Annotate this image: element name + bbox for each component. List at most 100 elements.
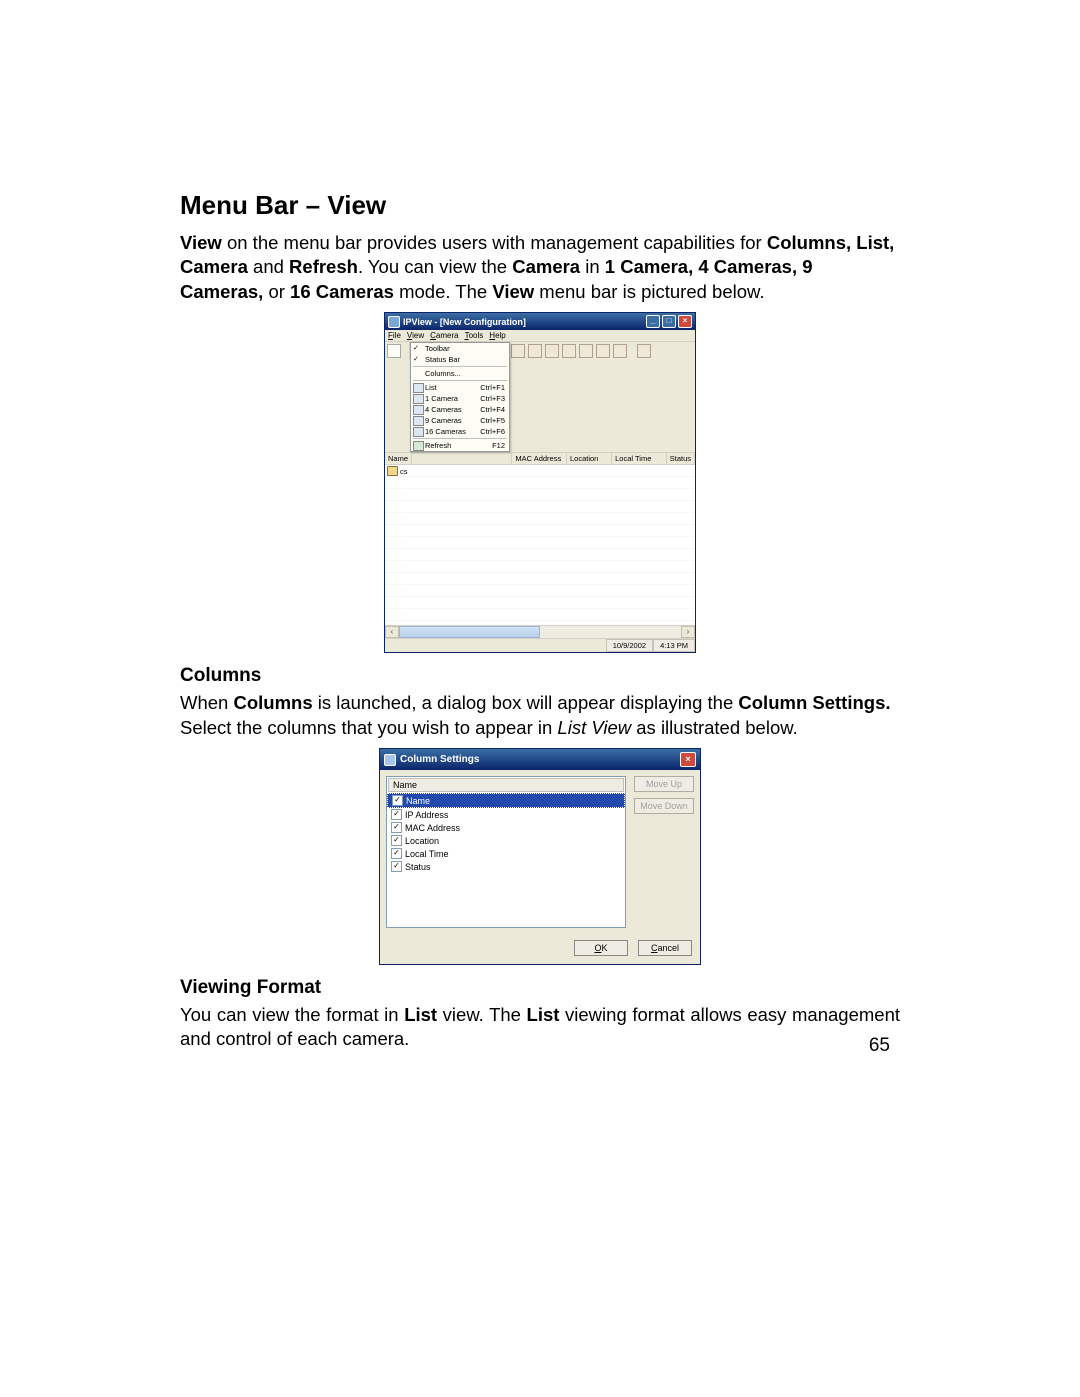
dialog-footer: OK Cancel xyxy=(380,934,700,964)
horizontal-scrollbar[interactable]: ‹ › xyxy=(385,625,695,638)
label: 16 Cameras xyxy=(425,427,466,436)
tool-icon[interactable] xyxy=(528,344,542,358)
ipview-window: IPView - [New Configuration] _ □ × File … xyxy=(384,312,696,653)
move-up-button[interactable]: Move Up xyxy=(634,776,694,792)
menu-item-9cameras[interactable]: 9 Cameras Ctrl+F5 xyxy=(411,415,509,426)
scroll-left-icon[interactable]: ‹ xyxy=(385,626,399,638)
menu-view[interactable]: View xyxy=(407,331,424,340)
text: as illustrated below. xyxy=(631,717,798,738)
list-item[interactable]: ✓ IP Address xyxy=(387,808,625,821)
menu-file[interactable]: File xyxy=(388,331,401,340)
item-label: IP Address xyxy=(405,810,448,820)
list-item[interactable]: ✓ Status xyxy=(387,860,625,873)
col-location[interactable]: Location xyxy=(567,453,612,464)
status-time: 4:13 PM xyxy=(653,639,695,652)
col-localtime[interactable]: Local Time xyxy=(612,453,667,464)
checkbox[interactable]: ✓ xyxy=(391,861,402,872)
check-icon: ✓ xyxy=(413,344,419,352)
label: Columns... xyxy=(425,369,461,378)
list-item[interactable]: ✓ Location xyxy=(387,834,625,847)
scroll-track[interactable] xyxy=(399,626,681,638)
menu-item-16cameras[interactable]: 16 Cameras Ctrl+F6 xyxy=(411,426,509,437)
list-item[interactable]: ✓ MAC Address xyxy=(387,821,625,834)
text: Columns xyxy=(233,692,312,713)
text: List xyxy=(404,1004,437,1025)
new-icon[interactable] xyxy=(387,344,401,358)
menubar: File View Camera Tools Help xyxy=(385,330,695,342)
text: View xyxy=(180,232,222,253)
menu-camera[interactable]: Camera xyxy=(430,331,458,340)
minimize-button[interactable]: _ xyxy=(646,315,660,328)
camera-icon xyxy=(387,466,398,476)
item-label: Status xyxy=(405,862,431,872)
dialog-title: Column Settings xyxy=(400,754,479,765)
check-icon: ✓ xyxy=(413,355,419,363)
col-status[interactable]: Status xyxy=(667,453,695,464)
col-mac[interactable]: MAC Address xyxy=(512,453,567,464)
label: Toolbar xyxy=(425,344,450,353)
titlebar: IPView - [New Configuration] _ □ × xyxy=(385,313,695,330)
tool-icon[interactable] xyxy=(596,344,610,358)
list-item[interactable]: ✓ Name xyxy=(387,793,625,808)
separator xyxy=(413,366,507,367)
heading-columns: Columns xyxy=(180,665,900,687)
viewing-format-paragraph: You can view the format in List view. Th… xyxy=(180,1003,900,1052)
maximize-button[interactable]: □ xyxy=(662,315,676,328)
menu-item-4cameras[interactable]: 4 Cameras Ctrl+F4 xyxy=(411,404,509,415)
list-icon xyxy=(413,383,424,393)
grid16-icon xyxy=(413,427,424,437)
text: or xyxy=(263,281,290,302)
checkbox[interactable]: ✓ xyxy=(391,835,402,846)
text: Refresh xyxy=(289,256,358,277)
tool-icon[interactable] xyxy=(613,344,627,358)
shortcut: Ctrl+F6 xyxy=(480,427,505,436)
checkbox[interactable]: ✓ xyxy=(391,848,402,859)
status-date: 10/9/2002 xyxy=(606,639,653,652)
dialog-titlebar: Column Settings × xyxy=(380,749,700,770)
tool-icon[interactable] xyxy=(579,344,593,358)
column-headers: Name MAC Address Location Local Time Sta… xyxy=(385,453,695,465)
label: Refresh xyxy=(425,441,451,450)
menu-item-toolbar[interactable]: ✓ Toolbar xyxy=(411,343,509,354)
tool-icon[interactable] xyxy=(511,344,525,358)
shortcut: Ctrl+F4 xyxy=(480,405,505,414)
right-toolbar xyxy=(508,342,695,360)
list-row[interactable]: cs xyxy=(387,466,408,476)
menu-item-statusbar[interactable]: ✓ Status Bar xyxy=(411,354,509,365)
tool-icon[interactable] xyxy=(637,344,651,358)
menu-item-refresh[interactable]: Refresh F12 xyxy=(411,440,509,451)
close-button[interactable]: × xyxy=(680,752,696,767)
columns-listbox[interactable]: Name ✓ Name ✓ IP Address ✓ MAC Address xyxy=(386,776,626,928)
list-item[interactable]: ✓ Local Time xyxy=(387,847,625,860)
close-button[interactable]: × xyxy=(678,315,692,328)
shortcut: F12 xyxy=(492,441,505,450)
text: . You can view the xyxy=(358,256,512,277)
menu-item-list[interactable]: List Ctrl+F1 xyxy=(411,382,509,393)
checkbox[interactable]: ✓ xyxy=(391,809,402,820)
dialog-right-buttons: Move Up Move Down xyxy=(634,776,694,928)
heading-viewing-format: Viewing Format xyxy=(180,977,900,999)
menu-tools[interactable]: Tools xyxy=(465,331,484,340)
tool-icon[interactable] xyxy=(562,344,576,358)
checkbox[interactable]: ✓ xyxy=(391,822,402,833)
scroll-right-icon[interactable]: › xyxy=(681,626,695,638)
ok-button[interactable]: OK xyxy=(574,940,628,956)
menu-item-1camera[interactable]: 1 Camera Ctrl+F3 xyxy=(411,393,509,404)
move-down-button[interactable]: Move Down xyxy=(634,798,694,814)
list-area[interactable]: cs xyxy=(385,465,695,625)
view-dropdown: ✓ Toolbar ✓ Status Bar Columns... xyxy=(410,342,510,452)
text: mode. The xyxy=(394,281,492,302)
cancel-button[interactable]: Cancel xyxy=(638,940,692,956)
text: List View xyxy=(557,717,631,738)
scroll-thumb[interactable] xyxy=(399,626,540,638)
document-page: Menu Bar – View View on the menu bar pro… xyxy=(0,0,1080,1397)
toolbar-row: ✓ Toolbar ✓ Status Bar Columns... xyxy=(385,342,695,453)
col-name-label: Name xyxy=(385,453,412,464)
text: Camera xyxy=(512,256,580,277)
label: List xyxy=(425,383,437,392)
tool-icon[interactable] xyxy=(545,344,559,358)
menu-item-columns[interactable]: Columns... xyxy=(411,368,509,379)
menu-help[interactable]: Help xyxy=(489,331,505,340)
listbox-header[interactable]: Name xyxy=(388,778,624,792)
checkbox[interactable]: ✓ xyxy=(392,795,403,806)
